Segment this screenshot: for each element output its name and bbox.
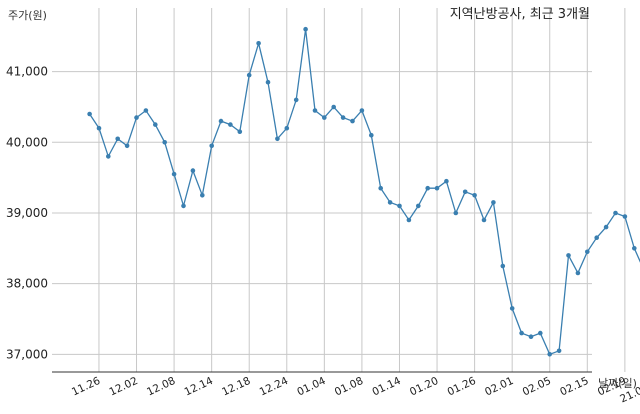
price-point bbox=[96, 125, 102, 131]
price-point bbox=[481, 217, 487, 223]
price-points bbox=[87, 26, 637, 357]
price-point bbox=[256, 41, 261, 46]
price-point bbox=[200, 193, 205, 198]
y-tick-label: 39,000 bbox=[6, 206, 48, 220]
price-point bbox=[293, 97, 299, 103]
y-axis-label: 주가(원) bbox=[8, 9, 47, 22]
horizontal-gridlines bbox=[52, 71, 592, 355]
y-tick-labels: 37,000 38,000 39,000 40,000 41,000 bbox=[6, 65, 48, 362]
price-point bbox=[434, 185, 440, 191]
price-point bbox=[115, 136, 120, 142]
price-point bbox=[406, 217, 412, 223]
price-point bbox=[162, 140, 167, 145]
price-point bbox=[106, 154, 111, 159]
price-point bbox=[603, 224, 609, 230]
price-point bbox=[246, 72, 252, 78]
price-point bbox=[350, 118, 355, 124]
price-point bbox=[209, 143, 214, 149]
price-point bbox=[359, 108, 365, 113]
price-point bbox=[397, 203, 402, 209]
x-tick-label: 12.24 bbox=[258, 375, 291, 399]
price-point bbox=[472, 193, 477, 198]
price-point bbox=[585, 249, 590, 255]
price-point bbox=[275, 136, 280, 142]
price-point bbox=[622, 214, 628, 219]
price-point bbox=[500, 263, 506, 269]
price-point bbox=[153, 122, 158, 127]
x-tick-label: 01.04 bbox=[295, 375, 328, 399]
price-point bbox=[190, 168, 196, 173]
y-tick-label: 40,000 bbox=[6, 135, 48, 149]
x-tick-label: 11.26 bbox=[70, 375, 103, 399]
x-tick-label: 01.14 bbox=[370, 375, 403, 399]
price-point bbox=[444, 178, 449, 184]
x-tick-label: 02.05 bbox=[521, 375, 553, 399]
price-point bbox=[387, 200, 393, 205]
price-point bbox=[632, 246, 637, 251]
price-point bbox=[124, 143, 130, 149]
price-point bbox=[509, 306, 515, 311]
y-tick-label: 37,000 bbox=[6, 347, 48, 361]
x-tick-label: 12.02 bbox=[107, 375, 139, 399]
price-point bbox=[528, 334, 534, 340]
x-tick-label: 12.08 bbox=[145, 375, 177, 399]
vertical-gridlines bbox=[98, 8, 626, 372]
x-tick-label: 12.18 bbox=[220, 375, 252, 399]
price-point bbox=[613, 210, 618, 216]
price-point bbox=[237, 129, 243, 134]
price-point bbox=[303, 26, 308, 32]
price-point bbox=[369, 132, 374, 138]
price-point bbox=[181, 203, 186, 209]
price-point bbox=[425, 185, 431, 191]
x-tick-labels: 11.26 12.02 12.08 12.14 12.18 12.24 01.04 01.08… bbox=[70, 375, 640, 406]
price-point bbox=[312, 108, 318, 113]
price-point bbox=[491, 200, 496, 205]
price-series-line bbox=[89, 29, 640, 356]
x-tick-label: 01.20 bbox=[408, 375, 440, 399]
price-point bbox=[87, 111, 92, 117]
price-point bbox=[575, 270, 581, 276]
price-point bbox=[340, 115, 346, 120]
x-tick-label: 02.01 bbox=[483, 375, 515, 399]
price-point bbox=[538, 330, 543, 336]
x-tick-label: 01.26 bbox=[446, 375, 479, 399]
price-point bbox=[519, 330, 524, 336]
x-tick-label: 02.15 bbox=[558, 375, 590, 399]
price-point bbox=[134, 115, 139, 120]
price-point bbox=[171, 171, 177, 177]
x-axis-label: 날짜(일) bbox=[598, 376, 637, 390]
price-point bbox=[556, 348, 562, 354]
price-point bbox=[453, 210, 459, 216]
chart-title: 지역난방공사, 최근 3개월 bbox=[450, 7, 590, 22]
price-point bbox=[378, 185, 384, 191]
price-point bbox=[143, 108, 149, 113]
price-point bbox=[331, 104, 337, 110]
price-point bbox=[566, 253, 571, 258]
price-point bbox=[594, 235, 599, 240]
price-point bbox=[284, 125, 290, 131]
y-tick-label: 41,000 bbox=[6, 65, 48, 79]
price-point bbox=[462, 189, 468, 195]
price-point bbox=[218, 118, 224, 124]
price-point bbox=[228, 122, 233, 127]
price-point bbox=[547, 352, 552, 357]
price-point bbox=[322, 115, 327, 120]
y-tick-label: 38,000 bbox=[6, 277, 48, 291]
price-point bbox=[416, 203, 421, 209]
price-point bbox=[265, 79, 271, 85]
x-tick-label: 12.14 bbox=[183, 375, 216, 399]
x-tick-label: 01.08 bbox=[333, 375, 365, 399]
